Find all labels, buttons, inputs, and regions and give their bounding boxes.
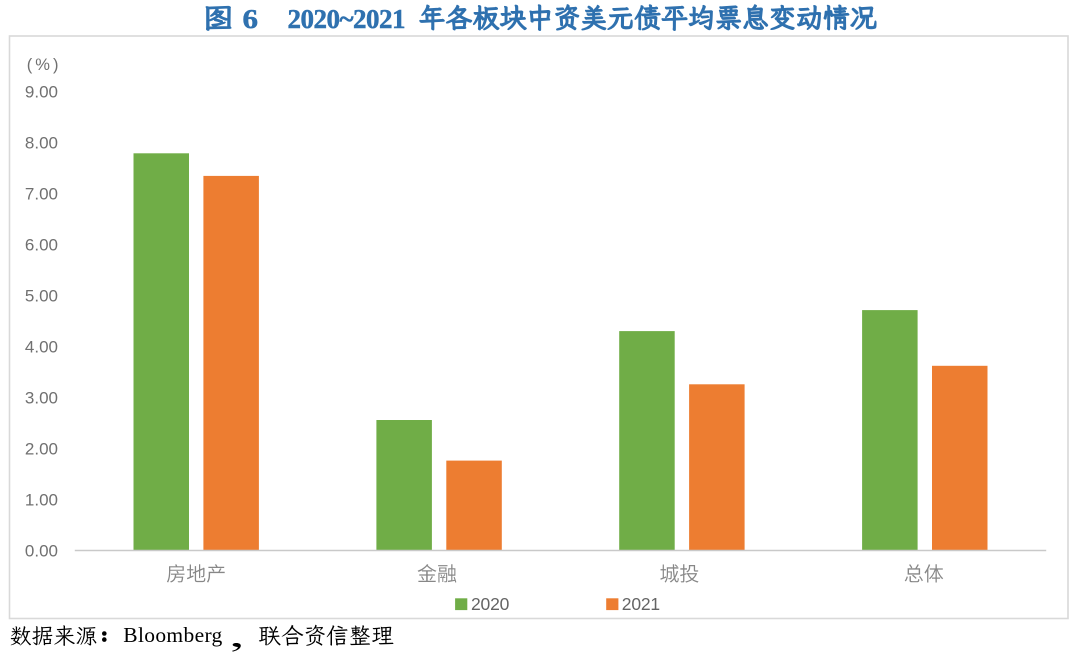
svg-text:8.00: 8.00 bbox=[25, 134, 58, 153]
svg-text:1.00: 1.00 bbox=[25, 490, 58, 509]
svg-text:7.00: 7.00 bbox=[25, 185, 58, 204]
svg-text:(%): (%) bbox=[27, 56, 62, 74]
svg-text:0.00: 0.00 bbox=[25, 541, 58, 560]
svg-text:2020: 2020 bbox=[471, 594, 510, 614]
svg-text:2021: 2021 bbox=[622, 594, 660, 614]
svg-text:3.00: 3.00 bbox=[25, 388, 58, 407]
svg-text:9.00: 9.00 bbox=[25, 83, 58, 102]
svg-text:4.00: 4.00 bbox=[25, 338, 58, 357]
svg-text:2.00: 2.00 bbox=[25, 439, 58, 458]
svg-text:5.00: 5.00 bbox=[25, 287, 58, 306]
svg-text:6.00: 6.00 bbox=[25, 236, 58, 255]
svg-text:2020~2021: 2020~2021 bbox=[288, 4, 406, 34]
svg-text:Bloomberg: Bloomberg bbox=[123, 623, 222, 647]
svg-text:6: 6 bbox=[243, 4, 259, 34]
